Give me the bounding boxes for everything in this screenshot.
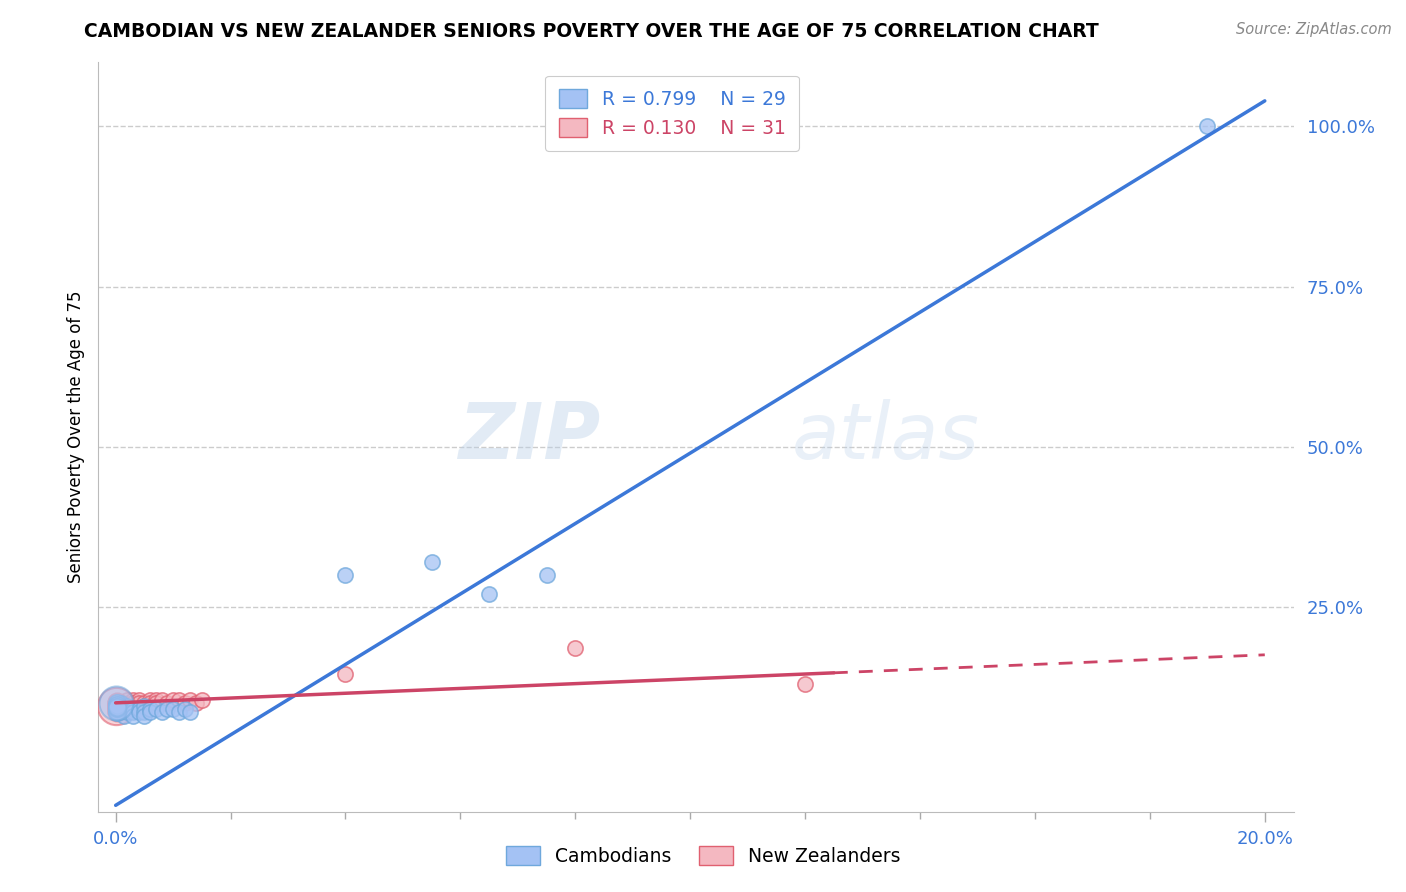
Point [167, 692, 190, 706]
Text: ZIP: ZIP [458, 399, 600, 475]
Text: CAMBODIAN VS NEW ZEALANDER SENIORS POVERTY OVER THE AGE OF 75 CORRELATION CHART: CAMBODIAN VS NEW ZEALANDER SENIORS POVER… [84, 22, 1099, 41]
Point [107, 699, 129, 714]
Point [139, 702, 162, 716]
Point [134, 696, 156, 710]
Text: atlas: atlas [792, 399, 980, 475]
Point [335, 667, 357, 681]
Point [179, 706, 201, 720]
Point [112, 708, 135, 723]
Point [110, 696, 132, 710]
Point [794, 676, 817, 690]
Point [105, 702, 128, 716]
Point [564, 641, 586, 656]
Point [115, 699, 138, 714]
Point [156, 696, 179, 710]
Legend: Cambodians, New Zealanders: Cambodians, New Zealanders [498, 838, 908, 873]
Point [1197, 120, 1219, 134]
Point [134, 699, 156, 714]
Point [139, 692, 162, 706]
Point [105, 700, 128, 714]
Point [115, 692, 138, 706]
Point [122, 702, 145, 716]
Point [115, 706, 138, 720]
Point [105, 696, 128, 710]
Point [110, 702, 132, 716]
Point [110, 702, 132, 716]
Point [105, 696, 128, 710]
Point [105, 706, 128, 720]
Point [420, 555, 443, 569]
Point [134, 699, 156, 714]
Point [335, 567, 357, 582]
Point [105, 696, 128, 710]
Legend: R = 0.799    N = 29, R = 0.130    N = 31: R = 0.799 N = 29, R = 0.130 N = 31 [546, 76, 799, 151]
Point [191, 692, 214, 706]
Point [536, 567, 558, 582]
Point [128, 702, 150, 716]
Point [173, 702, 195, 716]
Point [134, 706, 156, 720]
Point [105, 696, 128, 710]
Point [112, 696, 135, 710]
Point [107, 702, 129, 716]
Point [105, 699, 128, 714]
Point [105, 704, 128, 718]
Text: Source: ZipAtlas.com: Source: ZipAtlas.com [1236, 22, 1392, 37]
Point [145, 696, 167, 710]
Point [179, 692, 201, 706]
Point [105, 699, 128, 714]
Point [128, 692, 150, 706]
Point [105, 704, 128, 718]
Point [110, 706, 132, 720]
Point [115, 699, 138, 714]
Point [122, 708, 145, 723]
Point [478, 587, 501, 601]
Point [167, 706, 190, 720]
Point [110, 696, 132, 710]
Point [150, 692, 173, 706]
Point [105, 704, 128, 718]
Point [105, 698, 128, 712]
Point [184, 696, 207, 710]
Point [105, 702, 128, 716]
Point [145, 692, 167, 706]
Point [105, 695, 128, 709]
Point [156, 702, 179, 716]
Point [105, 699, 128, 714]
Point [115, 702, 138, 716]
Y-axis label: Seniors Poverty Over the Age of 75: Seniors Poverty Over the Age of 75 [66, 291, 84, 583]
Point [150, 706, 173, 720]
Point [134, 708, 156, 723]
Point [128, 706, 150, 720]
Point [122, 699, 145, 714]
Point [105, 702, 128, 716]
Point [105, 701, 128, 715]
Point [122, 706, 145, 720]
Point [122, 696, 145, 710]
Point [173, 696, 195, 710]
Point [128, 696, 150, 710]
Point [115, 702, 138, 716]
Point [105, 699, 128, 714]
Point [145, 702, 167, 716]
Point [105, 700, 128, 714]
Point [105, 699, 128, 714]
Point [105, 698, 128, 712]
Point [139, 696, 162, 710]
Point [162, 692, 184, 706]
Point [162, 702, 184, 716]
Point [122, 692, 145, 706]
Point [105, 706, 128, 720]
Point [105, 701, 128, 715]
Point [105, 699, 128, 714]
Point [139, 706, 162, 720]
